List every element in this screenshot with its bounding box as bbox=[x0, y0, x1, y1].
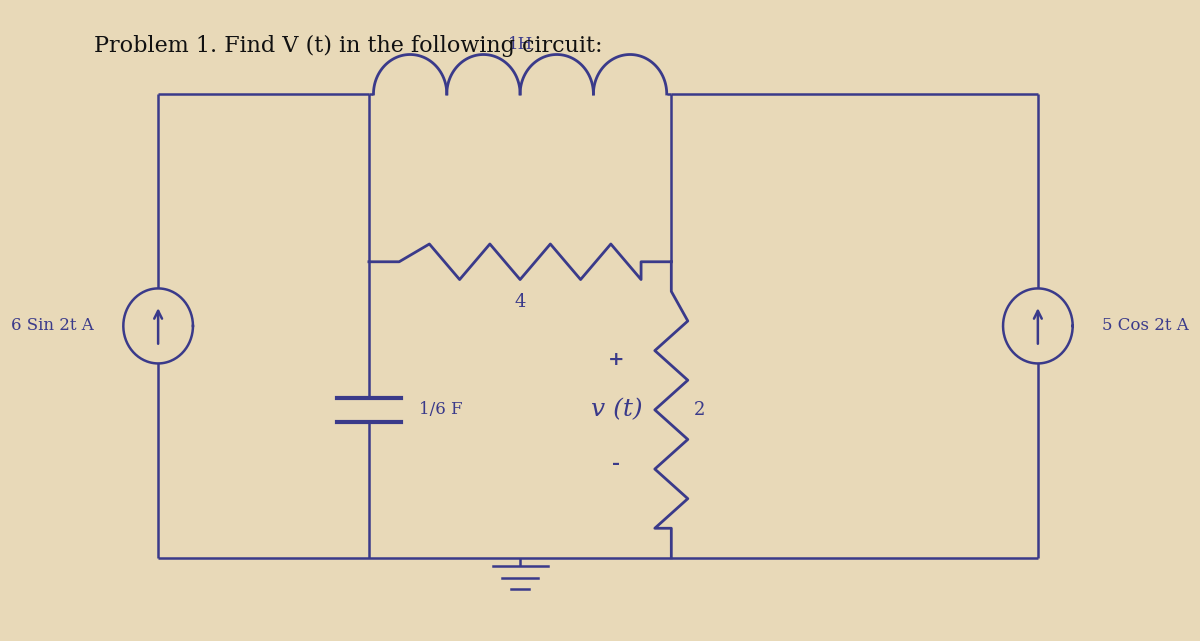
Text: +: + bbox=[608, 351, 624, 369]
Text: v (t): v (t) bbox=[590, 398, 642, 421]
Text: -: - bbox=[612, 455, 620, 473]
Text: 2: 2 bbox=[695, 401, 706, 419]
Text: 6 Sin 2t A: 6 Sin 2t A bbox=[11, 317, 94, 335]
Text: Problem 1. Find V (t) in the following circuit:: Problem 1. Find V (t) in the following c… bbox=[94, 35, 602, 57]
Text: 1/6 F: 1/6 F bbox=[419, 401, 463, 419]
Text: 4: 4 bbox=[515, 294, 526, 312]
Text: 1H: 1H bbox=[508, 35, 533, 53]
Text: 5 Cos 2t A: 5 Cos 2t A bbox=[1102, 317, 1189, 335]
